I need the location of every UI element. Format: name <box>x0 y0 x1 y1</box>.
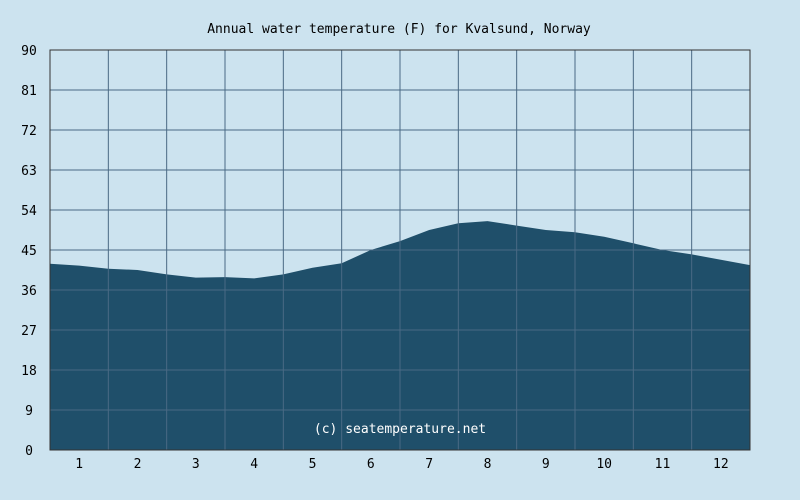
grid <box>50 50 750 450</box>
x-tick-label: 4 <box>250 457 258 472</box>
x-tick-label: 10 <box>596 457 612 472</box>
x-tick-label: 5 <box>309 457 317 472</box>
chart-title: Annual water temperature (F) for Kvalsun… <box>207 22 591 37</box>
x-tick-label: 2 <box>134 457 142 472</box>
watermark: (c) seatemperature.net <box>314 422 486 437</box>
y-tick-label: 63 <box>21 164 37 179</box>
x-tick-label: 12 <box>713 457 729 472</box>
y-tick-label: 36 <box>21 284 37 299</box>
x-tick-label: 6 <box>367 457 375 472</box>
plot-border <box>49 49 751 451</box>
x-axis-ticks: 1 2 3 4 5 6 7 8 9 10 11 12 <box>75 457 728 472</box>
x-tick-label: 8 <box>484 457 492 472</box>
y-tick-label: 90 <box>21 44 37 59</box>
y-tick-label: 0 <box>25 444 33 459</box>
x-tick-label: 7 <box>425 457 433 472</box>
x-tick-label: 11 <box>655 457 671 472</box>
y-tick-label: 45 <box>21 244 37 259</box>
y-tick-label: 54 <box>21 204 37 219</box>
y-tick-label: 18 <box>21 364 37 379</box>
y-tick-label: 72 <box>21 124 37 139</box>
x-tick-label: 3 <box>192 457 200 472</box>
x-tick-label: 9 <box>542 457 550 472</box>
y-tick-label: 81 <box>21 84 37 99</box>
x-tick-label: 1 <box>75 457 83 472</box>
y-tick-label: 9 <box>25 404 33 419</box>
y-tick-label: 27 <box>21 324 37 339</box>
y-axis-ticks: 0 9 18 27 36 45 54 63 72 81 90 <box>21 44 37 459</box>
